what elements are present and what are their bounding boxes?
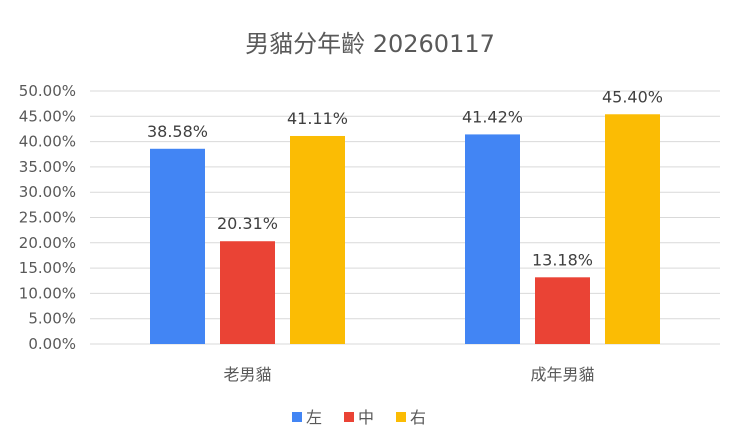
data-label: 41.42% (462, 107, 523, 126)
bar (605, 114, 660, 344)
legend-label: 中 (358, 408, 374, 427)
legend-swatch (292, 412, 302, 422)
chart-title: 男貓分年齡 20260117 (245, 30, 495, 58)
y-tick-label: 30.00% (19, 183, 76, 201)
y-tick-label: 5.00% (28, 310, 76, 328)
bars (150, 114, 660, 344)
x-category-label: 老男貓 (223, 365, 271, 384)
data-label: 41.11% (287, 109, 348, 128)
y-tick-label: 25.00% (19, 209, 76, 227)
y-tick-label: 20.00% (19, 234, 76, 252)
y-tick-label: 0.00% (28, 335, 76, 353)
y-tick-label: 40.00% (19, 133, 76, 151)
x-axis-categories: 老男貓 成年男貓 (223, 365, 594, 384)
data-labels: 38.58% 20.31% 41.11% 41.42% 13.18% 45.40% (147, 87, 663, 269)
legend: 左中右 (292, 408, 426, 427)
y-tick-label: 45.00% (19, 107, 76, 125)
y-tick-label: 10.00% (19, 284, 76, 302)
bar (290, 135, 345, 344)
legend-label: 右 (410, 408, 426, 427)
data-label: 45.40% (602, 87, 663, 106)
y-tick-label: 50.00% (19, 82, 76, 100)
data-label: 20.31% (217, 214, 278, 233)
bar (465, 134, 520, 344)
y-tick-label: 15.00% (19, 259, 76, 277)
bar (220, 241, 275, 344)
legend-label: 左 (306, 408, 322, 427)
x-category-label: 成年男貓 (530, 365, 594, 384)
bar (535, 277, 590, 344)
legend-swatch (396, 412, 406, 422)
data-label: 13.18% (532, 250, 593, 269)
data-label: 38.58% (147, 122, 208, 141)
bar (150, 148, 205, 344)
y-axis-ticks: 0.00% 5.00% 10.00% 15.00% 20.00% 25.00% 30.00%… (19, 82, 76, 353)
legend-swatch (344, 412, 354, 422)
y-tick-label: 35.00% (19, 158, 76, 176)
